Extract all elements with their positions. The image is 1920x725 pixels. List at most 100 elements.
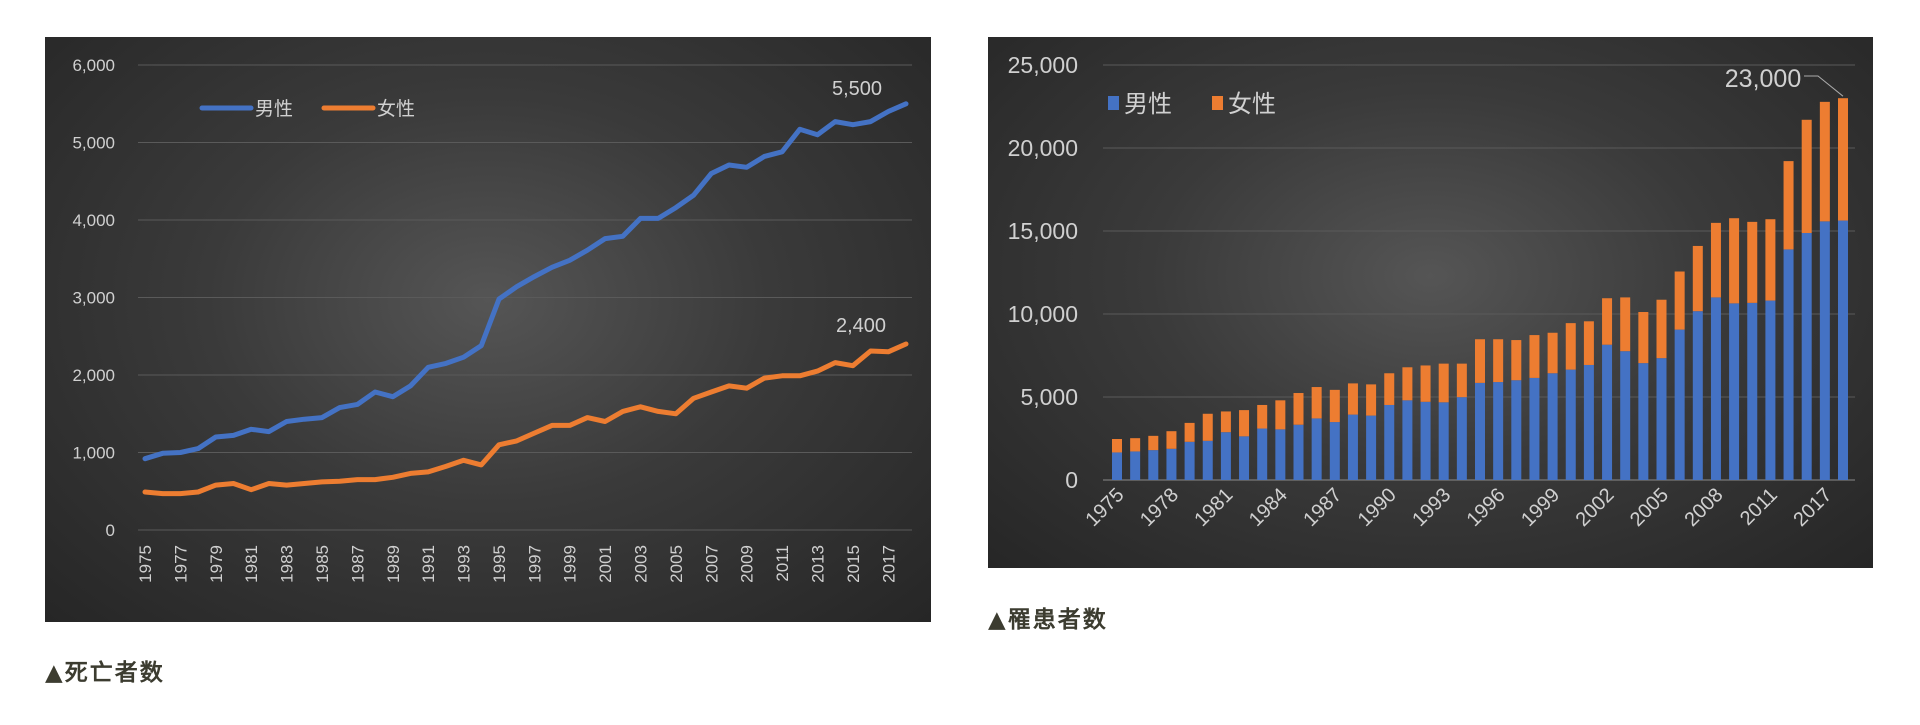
total-end-annotation: 23,000 xyxy=(1725,65,1801,93)
female-end-annotation: 2,400 xyxy=(836,315,886,337)
male-bar xyxy=(1347,414,1358,480)
female-bar xyxy=(1565,323,1576,370)
x-tick-label: 2015 xyxy=(844,545,863,583)
male-end-annotation: 5,500 xyxy=(832,78,882,100)
male-bar xyxy=(1620,351,1631,480)
male-bar xyxy=(1275,429,1286,480)
x-tick-label: 2002 xyxy=(1572,484,1619,531)
x-tick-label: 2007 xyxy=(702,545,721,583)
female-bar xyxy=(1493,339,1504,383)
male-bar xyxy=(1838,220,1848,481)
y-tick-label: 0 xyxy=(1065,467,1078,493)
x-tick-label: 1987 xyxy=(348,545,367,583)
y-tick-label: 5,000 xyxy=(72,134,115,153)
incidence-bar-chart: 0 5,000 10,000 15,000 20,000 25,000 1975 1978 19… xyxy=(988,37,1873,568)
x-tick-label: 1993 xyxy=(455,545,474,583)
male-bar xyxy=(1819,221,1830,480)
male-bar xyxy=(1239,436,1250,480)
female-bar xyxy=(1166,431,1177,449)
x-tick-label: 1999 xyxy=(561,545,580,583)
male-bar xyxy=(1475,382,1485,480)
female-bar xyxy=(1384,373,1395,405)
y-tick-label: 20,000 xyxy=(1008,135,1078,161)
female-bar xyxy=(1475,339,1485,383)
y-tick-label: 1,000 xyxy=(72,444,115,463)
male-bar xyxy=(1293,424,1304,480)
y-tick-label: 4,000 xyxy=(72,211,115,230)
x-tick-label: 1997 xyxy=(525,545,544,583)
female-bar xyxy=(1257,404,1268,429)
female-bar xyxy=(1202,413,1213,441)
female-bar xyxy=(1801,119,1812,233)
female-bar xyxy=(1602,298,1613,345)
male-bar xyxy=(1511,380,1522,480)
female-bar xyxy=(1620,297,1631,352)
male-bar xyxy=(1565,369,1576,480)
female-bar xyxy=(1275,400,1286,430)
male-bar xyxy=(1148,450,1159,480)
male-bar xyxy=(1456,397,1467,480)
legend-male-swatch xyxy=(1108,96,1119,110)
x-tick-label: 2013 xyxy=(809,545,828,583)
male-bar xyxy=(1402,400,1413,480)
y-tick-label: 2,000 xyxy=(72,366,115,385)
x-tick-label: 2005 xyxy=(667,545,686,583)
female-bar xyxy=(1347,383,1358,415)
female-bar xyxy=(1783,161,1794,250)
male-bar xyxy=(1438,402,1449,480)
x-tick-label: 2009 xyxy=(738,545,757,583)
x-tick-label: 1991 xyxy=(419,545,438,583)
x-tick-label: 1975 xyxy=(1082,484,1129,531)
male-bar xyxy=(1729,303,1740,480)
male-bar xyxy=(1329,422,1340,480)
deaths-caption: ▲死亡者数 xyxy=(45,660,165,686)
deaths-chart-svg: 0 1,000 2,000 3,000 4,000 5,000 6,000 1975 1977 1… xyxy=(72,56,912,583)
male-series-line xyxy=(142,101,909,462)
female-bar xyxy=(1184,422,1195,442)
annotation-leader-line xyxy=(1804,75,1844,97)
male-bar xyxy=(1602,344,1613,480)
male-bar xyxy=(1130,451,1141,480)
female-bar xyxy=(1511,340,1522,381)
x-tick-label: 1995 xyxy=(490,545,509,583)
female-bar xyxy=(1765,219,1776,301)
female-bar xyxy=(1656,299,1667,359)
x-tick-label: 1979 xyxy=(207,545,226,583)
female-bar xyxy=(1329,389,1340,423)
y-tick-label: 15,000 xyxy=(1008,218,1078,244)
female-bar xyxy=(1692,245,1703,312)
male-bar xyxy=(1202,440,1213,480)
female-bar xyxy=(1747,221,1758,303)
male-bar xyxy=(1765,300,1776,480)
male-bar xyxy=(1692,311,1703,480)
male-bar xyxy=(1366,415,1377,480)
female-bar xyxy=(1130,438,1141,452)
male-bar xyxy=(1783,249,1794,480)
x-tick-label: 1996 xyxy=(1463,484,1510,531)
female-series-line xyxy=(142,341,909,497)
male-bar xyxy=(1112,452,1122,480)
female-bar xyxy=(1547,332,1558,374)
incidence-caption: ▲罹患者数 xyxy=(988,607,1108,633)
female-bar xyxy=(1239,410,1250,437)
female-bar xyxy=(1420,365,1431,402)
x-tick-label: 1977 xyxy=(171,545,190,583)
y-tick-label: 0 xyxy=(106,521,115,540)
male-bar xyxy=(1529,377,1540,480)
y-tick-label: 3,000 xyxy=(72,289,115,308)
female-bar xyxy=(1674,271,1685,330)
x-tick-label: 2005 xyxy=(1626,484,1673,531)
female-bar xyxy=(1366,384,1377,416)
x-tick-label: 1981 xyxy=(1190,484,1237,531)
x-tick-label: 2003 xyxy=(632,545,651,583)
female-bar xyxy=(1438,363,1449,403)
legend-male-label: 男性 xyxy=(255,98,293,120)
x-tick-label: 2017 xyxy=(1789,484,1836,531)
x-tick-label: 1985 xyxy=(313,545,332,583)
x-tick-label: 1993 xyxy=(1408,484,1455,531)
female-bar xyxy=(1819,101,1830,222)
female-bar xyxy=(1583,321,1594,365)
x-tick-label: 1987 xyxy=(1299,484,1346,531)
x-tick-label: 1984 xyxy=(1245,484,1292,531)
